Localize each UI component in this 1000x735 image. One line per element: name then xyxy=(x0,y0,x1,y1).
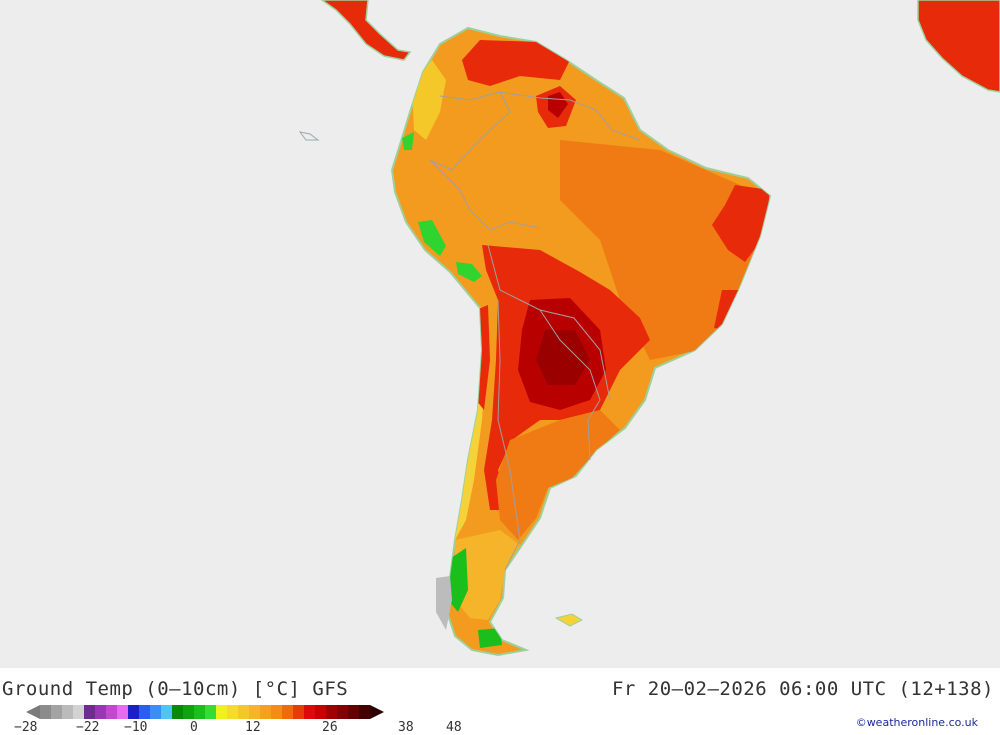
field-peru-andes-green xyxy=(418,220,446,256)
field-ecuador-coast-green xyxy=(402,132,414,150)
temperature-map xyxy=(0,0,1000,668)
legend-swatch xyxy=(150,705,161,719)
landmass-falklands xyxy=(554,613,584,627)
map-footer: Ground Temp (0–10cm) [°C] GFS Fr 20–02–2… xyxy=(0,668,1000,735)
legend-swatch xyxy=(84,705,95,719)
legend-swatch xyxy=(348,705,359,719)
legend-swatch xyxy=(315,705,326,719)
field-colombia-andes-mild xyxy=(412,60,446,140)
field-patagonia-green xyxy=(448,548,468,612)
field-venezuela-hot xyxy=(462,40,570,86)
landmass-africa xyxy=(917,0,1000,93)
landmass-central-america xyxy=(320,0,412,61)
legend-swatch xyxy=(238,705,249,719)
legend-swatch xyxy=(271,705,282,719)
country-borders xyxy=(429,91,641,571)
legend-arrow-right xyxy=(370,705,384,719)
field-tierra-green xyxy=(478,628,502,648)
legend-tick: 26 xyxy=(322,720,338,735)
legend-swatch xyxy=(161,705,172,719)
legend-swatch xyxy=(205,705,216,719)
legend-swatch xyxy=(194,705,205,719)
legend-arrow-left xyxy=(26,705,40,719)
landmass-galapagos xyxy=(298,131,320,141)
legend-swatches xyxy=(40,705,370,719)
legend-swatch xyxy=(249,705,260,719)
forecast-datetime: Fr 20–02–2026 06:00 UTC (12+138) xyxy=(611,678,994,700)
map-title: Ground Temp (0–10cm) [°C] GFS xyxy=(2,678,349,700)
field-chaco-dark-core xyxy=(536,330,590,385)
legend-swatch xyxy=(183,705,194,719)
legend-tick: 12 xyxy=(245,720,261,735)
legend-swatch xyxy=(106,705,117,719)
legend-swatch xyxy=(51,705,62,719)
legend-swatch xyxy=(304,705,315,719)
legend-swatch xyxy=(73,705,84,719)
legend-swatch xyxy=(172,705,183,719)
legend-swatch xyxy=(139,705,150,719)
legend-swatch xyxy=(128,705,139,719)
legend-swatch xyxy=(227,705,238,719)
temperature-fields xyxy=(402,40,770,648)
legend-swatch xyxy=(95,705,106,719)
legend-swatch xyxy=(216,705,227,719)
legend-tick: −10 xyxy=(124,720,148,735)
legend-swatch xyxy=(326,705,337,719)
color-scale-legend xyxy=(26,705,384,719)
field-ne-coast-hot xyxy=(712,185,770,262)
legend-swatch xyxy=(282,705,293,719)
legend-tick: 48 xyxy=(446,720,462,735)
legend-tick: −22 xyxy=(76,720,100,735)
field-bolivia-andes-green xyxy=(456,262,482,282)
map-canvas xyxy=(298,0,1000,656)
field-patagonia-mild xyxy=(455,530,520,620)
legend-tick: 38 xyxy=(398,720,414,735)
legend-swatch xyxy=(40,705,51,719)
legend-swatch xyxy=(293,705,304,719)
legend-swatch xyxy=(62,705,73,719)
legend-swatch xyxy=(359,705,370,719)
landmass-chile-archipelago xyxy=(436,576,452,630)
credit-link[interactable]: ©weatheronline.co.uk xyxy=(855,716,978,729)
legend-swatch xyxy=(337,705,348,719)
legend-swatch xyxy=(117,705,128,719)
legend-tick: 0 xyxy=(190,720,198,735)
legend-tick: −28 xyxy=(14,720,38,735)
legend-swatch xyxy=(260,705,271,719)
field-east-brazil xyxy=(560,140,770,360)
